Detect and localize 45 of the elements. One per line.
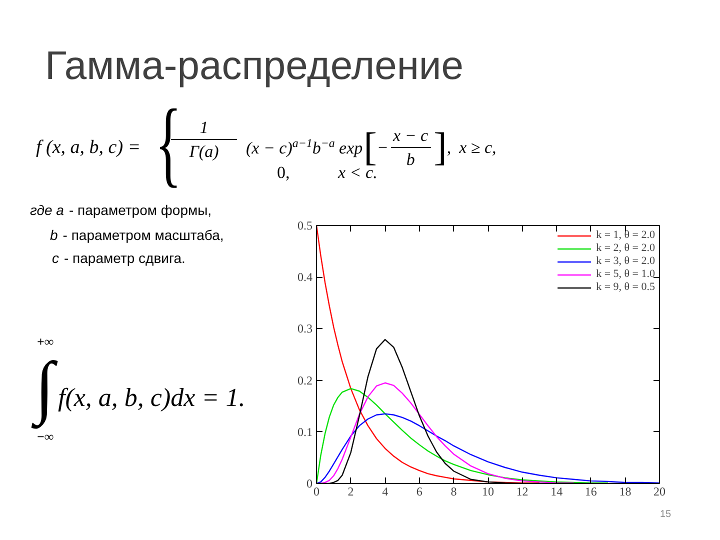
x-tick-label: 20 <box>654 484 666 498</box>
text: f(x, a, b, c)dx = 1. <box>58 383 246 412</box>
legend-label: k = 2, θ = 2.0 <box>596 242 655 254</box>
x-tick-label: 6 <box>416 484 422 498</box>
text: 1 <box>200 118 208 136</box>
text: c <box>52 250 59 266</box>
legend-label: k = 5, θ = 1.0 <box>596 268 655 280</box>
text: x − c <box>390 126 431 148</box>
legend-label: k = 9, θ = 0.5 <box>596 281 655 293</box>
text: , <box>446 138 452 156</box>
y-tick-label: 0.1 <box>298 424 312 439</box>
x-tick-label: 4 <box>382 484 388 498</box>
x-tick-label: 18 <box>619 484 632 498</box>
x-tick-label: 2 <box>348 484 354 498</box>
text: 15 <box>660 509 672 520</box>
legend-label: k = 1, θ = 2.0 <box>596 229 655 241</box>
text: { <box>155 89 182 196</box>
text: − <box>378 138 388 156</box>
y-tick-label: 0.4 <box>298 270 312 284</box>
text: f (x, a, b, c) = <box>36 137 141 158</box>
text: Γ(a) <box>189 140 219 160</box>
text: 0, <box>277 163 290 182</box>
text: [ <box>364 124 377 169</box>
y-tick-label: 0.2 <box>298 373 312 388</box>
text: (x − c)$^{a−1}$b$^{−a}$ exp <box>246 136 363 158</box>
legend-label: k = 3, θ = 2.0 <box>596 255 655 267</box>
y-tick-label: 0.3 <box>298 322 312 336</box>
text: x ≥ c, <box>459 138 496 156</box>
text: +∞ <box>37 334 54 349</box>
y-tick-label: 0.5 <box>298 218 312 232</box>
text: −∞ <box>37 429 54 444</box>
x-tick-label: 14 <box>550 484 563 498</box>
x-tick-label: 16 <box>584 484 597 498</box>
x-tick-label: 8 <box>450 484 457 498</box>
chart-title: Гамма-распределение <box>45 44 464 88</box>
text: - параметром масштаба, <box>62 227 224 243</box>
text: ] <box>434 124 447 169</box>
text: b <box>406 148 415 168</box>
line-series <box>316 388 609 484</box>
text: где a <box>30 202 64 218</box>
text: b <box>50 227 58 243</box>
x-tick-label: 10 <box>482 484 494 498</box>
text: - параметром формы, <box>68 202 212 218</box>
text: - параметр сдвига. <box>64 250 186 266</box>
x-tick-label: 12 <box>516 484 528 498</box>
